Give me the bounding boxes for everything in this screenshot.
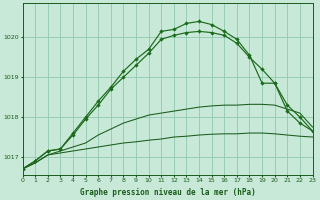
X-axis label: Graphe pression niveau de la mer (hPa): Graphe pression niveau de la mer (hPa) [80,188,255,197]
